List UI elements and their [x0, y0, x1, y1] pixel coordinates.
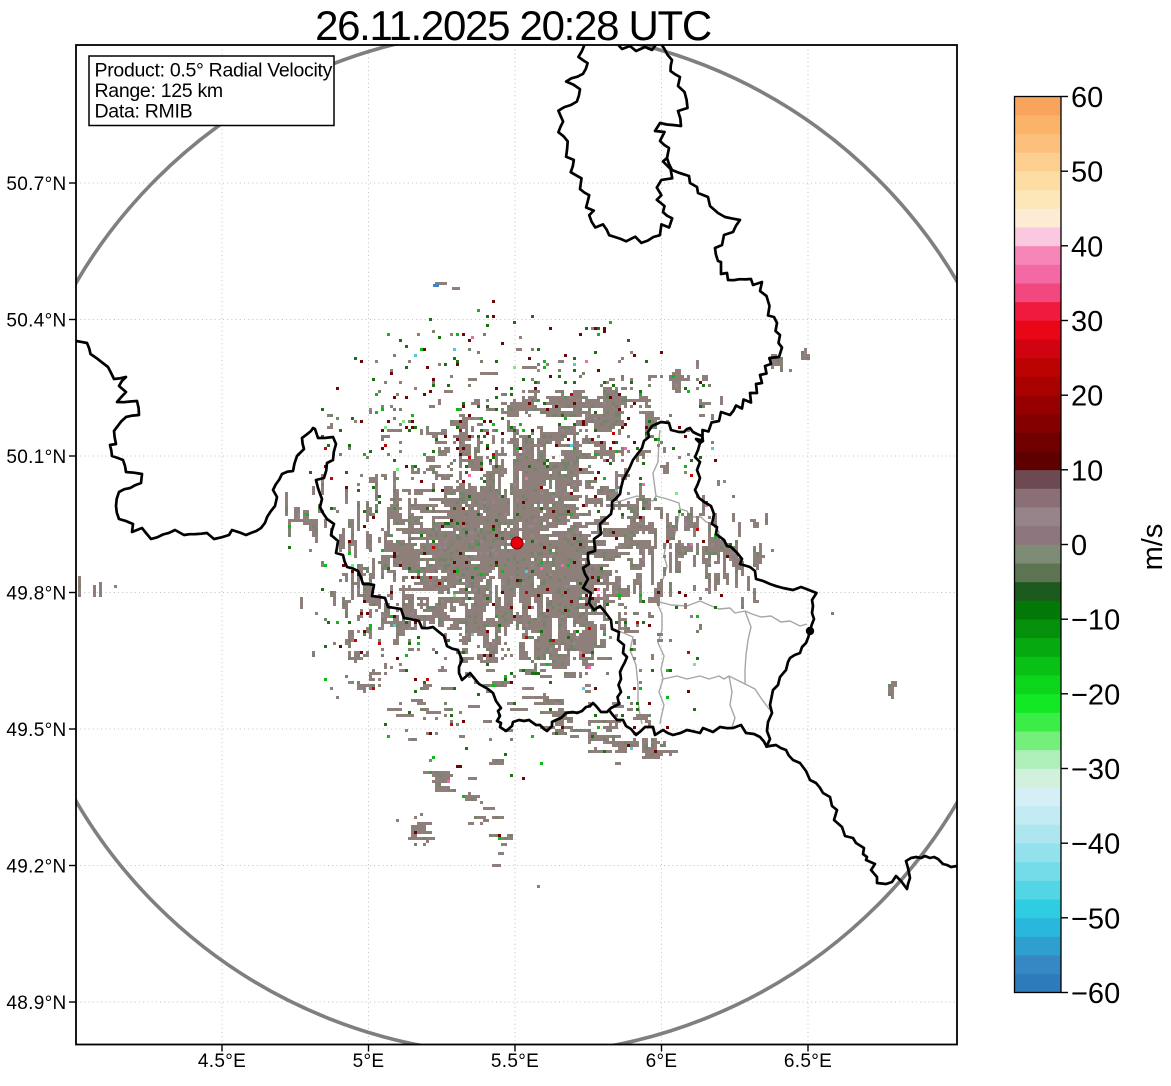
svg-text:Range: 125 km: Range: 125 km: [95, 80, 223, 102]
svg-text:48.9°N: 48.9°N: [6, 993, 66, 1014]
svg-text:49.2°N: 49.2°N: [6, 856, 66, 877]
svg-text:10: 10: [1071, 455, 1103, 487]
svg-text:6.5°E: 6.5°E: [784, 1051, 832, 1072]
svg-text:−30: −30: [1071, 754, 1120, 786]
svg-text:30: 30: [1071, 306, 1103, 338]
svg-text:49.8°N: 49.8°N: [6, 583, 66, 604]
svg-text:50.7°N: 50.7°N: [6, 174, 66, 195]
svg-text:0: 0: [1071, 530, 1087, 562]
svg-text:20: 20: [1071, 381, 1103, 413]
svg-text:6°E: 6°E: [646, 1051, 678, 1072]
svg-text:−40: −40: [1071, 829, 1120, 861]
svg-text:−20: −20: [1071, 679, 1120, 711]
svg-text:−50: −50: [1071, 903, 1120, 935]
svg-text:m/s: m/s: [1137, 524, 1169, 571]
svg-text:Data: RMIB: Data: RMIB: [95, 101, 193, 123]
svg-text:−60: −60: [1071, 978, 1120, 1010]
svg-text:26.11.2025 20:28 UTC: 26.11.2025 20:28 UTC: [315, 2, 711, 49]
svg-text:60: 60: [1071, 82, 1103, 114]
svg-text:4.5°E: 4.5°E: [198, 1051, 246, 1072]
svg-text:5°E: 5°E: [353, 1051, 385, 1072]
svg-text:50.4°N: 50.4°N: [6, 310, 66, 331]
svg-text:−10: −10: [1071, 605, 1120, 637]
svg-text:5.5°E: 5.5°E: [491, 1051, 539, 1072]
svg-text:50: 50: [1071, 157, 1103, 189]
svg-text:50.1°N: 50.1°N: [6, 447, 66, 468]
svg-text:49.5°N: 49.5°N: [6, 720, 66, 741]
svg-text:40: 40: [1071, 231, 1103, 263]
svg-text:Product: 0.5° Radial Velocity: Product: 0.5° Radial Velocity: [95, 60, 333, 82]
